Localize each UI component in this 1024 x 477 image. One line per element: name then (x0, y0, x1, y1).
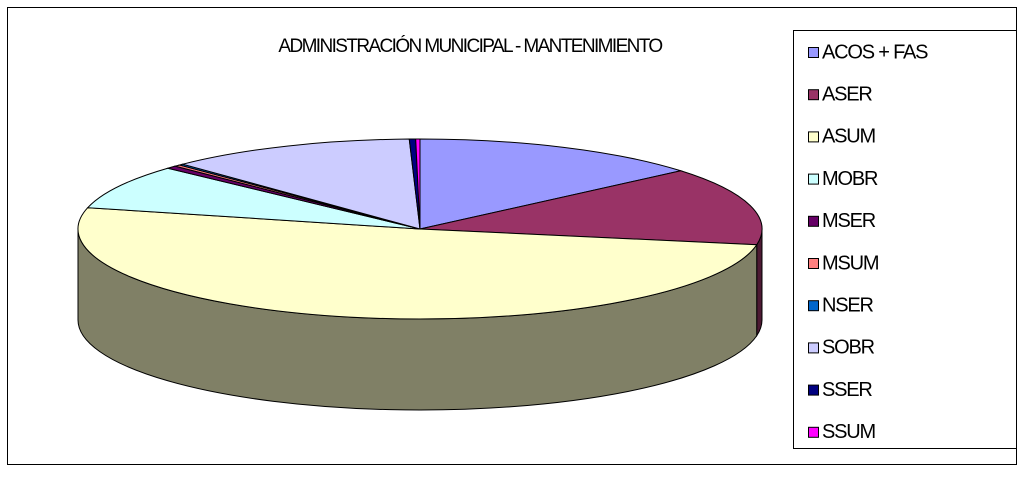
legend-label: MOBR (822, 168, 878, 190)
legend-label: SSUM (822, 421, 876, 443)
pie-slice (86, 167, 421, 230)
pie-slice (415, 138, 421, 230)
legend-swatch (808, 89, 819, 101)
pie-slice (180, 138, 421, 230)
legend-swatch (808, 384, 819, 396)
legend-label: SOBR (822, 337, 875, 359)
legend-label: SSER (822, 379, 872, 401)
legend-label: ASER (822, 83, 872, 105)
legend-label: MSUM (822, 252, 879, 274)
legend-label: NSER (822, 294, 874, 316)
legend-swatch (808, 300, 819, 312)
legend-swatch (808, 131, 819, 143)
pie-side (756, 228, 763, 338)
legend-box (793, 30, 1017, 449)
pie-slice (419, 138, 683, 230)
legend-label: MSER (822, 210, 876, 232)
pie-slice (77, 207, 758, 320)
legend-swatch (808, 215, 819, 227)
legend-swatch (808, 47, 819, 58)
pie-slice (419, 170, 763, 246)
legend-swatch (808, 426, 819, 438)
legend-label: ASUM (822, 126, 876, 148)
legend-swatch (808, 258, 819, 269)
legend-swatch (808, 173, 819, 185)
legend-label: ACOS + FAS (822, 41, 928, 63)
legend-swatch (808, 342, 819, 354)
chart-title: ADMINISTRACIÓN MUNICIPAL - MANTENIMIENTO (278, 35, 662, 57)
